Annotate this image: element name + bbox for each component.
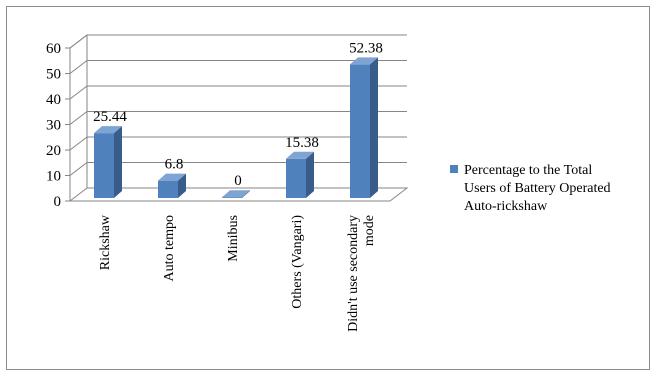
bars — [94, 57, 378, 198]
bar-0 — [94, 126, 122, 198]
bar-top-3 — [286, 151, 314, 159]
gridline-40 — [69, 85, 407, 100]
gridline-20 — [69, 136, 407, 151]
bar-side-4 — [370, 57, 378, 198]
legend-swatch — [450, 165, 458, 173]
bar-top-4 — [350, 57, 378, 65]
bar-3 — [286, 151, 314, 198]
data-label-1: 6.8 — [165, 157, 184, 173]
legend: Percentage to the Total Users of Battery … — [450, 163, 611, 214]
gridline-30 — [69, 111, 407, 125]
y-tick-label-20: 20 — [46, 143, 61, 159]
chart-frame: 0 10 20 30 40 50 60 25.44 6.8 0 15.38 52.38 Ricksh… — [6, 6, 650, 370]
y-tick-label-0: 0 — [54, 194, 62, 210]
category-label-4-line-0: Didn't use secondary — [346, 215, 361, 332]
y-tick-label-60: 60 — [46, 41, 61, 57]
gridline-50 — [69, 60, 407, 74]
category-label-3: Others (Vangari) — [290, 215, 305, 309]
data-label-4: 52.38 — [349, 40, 383, 56]
data-label-0: 25.44 — [93, 109, 127, 125]
bar-2 — [222, 190, 250, 198]
bar-side-0 — [114, 126, 122, 198]
y-tick-label-10: 10 — [46, 169, 61, 185]
bar-side-3 — [306, 151, 314, 198]
category-labels: Rickshaw Auto tempo Minibus Others (Vangari… — [98, 214, 377, 332]
bar-side-2 — [242, 190, 250, 198]
data-label-3: 15.38 — [285, 135, 319, 151]
bar-front-2 — [222, 197, 242, 198]
gridlines — [69, 34, 407, 176]
category-label-2: Minibus — [226, 215, 241, 262]
floor — [68, 187, 409, 202]
y-tick-label-30: 30 — [46, 118, 61, 134]
category-label-1: Auto tempo — [162, 215, 177, 282]
category-label-0: Rickshaw — [98, 214, 113, 270]
bar-front-0 — [94, 133, 114, 198]
y-tick-label-40: 40 — [46, 92, 61, 108]
bar-4 — [350, 57, 378, 198]
y-axis-ticks: 0 10 20 30 40 50 60 — [46, 41, 70, 210]
bar-front-4 — [350, 64, 370, 198]
bar-top-0 — [94, 126, 122, 134]
bar-chart: 0 10 20 30 40 50 60 25.44 6.8 0 15.38 52.38 Ricksh… — [46, 34, 611, 332]
legend-label-line-0: Percentage to the Total — [464, 163, 592, 178]
data-labels: 25.44 6.8 0 15.38 52.38 — [93, 40, 383, 189]
gridline-60 — [69, 34, 407, 49]
y-tick-label-50: 50 — [46, 67, 61, 83]
bar-1 — [158, 173, 186, 198]
category-label-4-line-1: mode — [362, 215, 377, 246]
bar-top-2 — [222, 190, 250, 198]
bar-top-1 — [158, 173, 186, 181]
bar-front-3 — [286, 158, 306, 198]
bar-front-1 — [158, 180, 178, 198]
bar-side-1 — [178, 173, 186, 198]
legend-label-line-1: Users of Battery Operated — [464, 181, 611, 196]
data-label-2: 0 — [234, 173, 242, 189]
legend-label-line-2: Auto-rickshaw — [464, 199, 548, 214]
